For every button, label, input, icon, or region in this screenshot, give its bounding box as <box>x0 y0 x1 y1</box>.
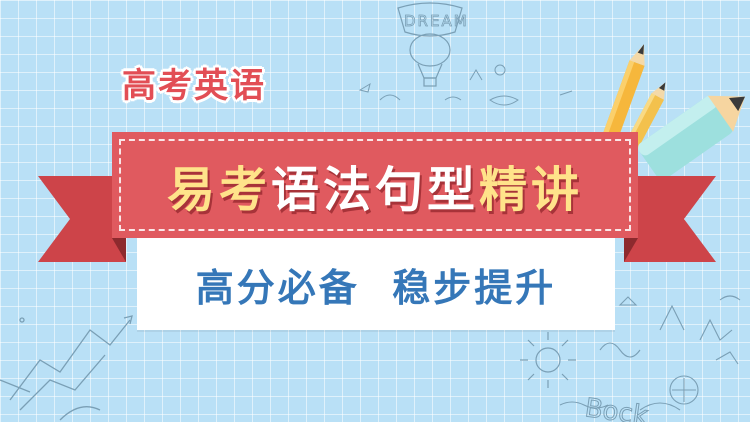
right-doodles <box>559 295 741 411</box>
main-title: 易考 语法句型 精讲 <box>112 132 638 238</box>
arrow-doodles <box>358 64 573 106</box>
sun-icon <box>520 332 576 388</box>
subject-label: 高考英语 <box>122 66 266 106</box>
main-title-part-3: 精讲 <box>479 162 584 218</box>
ribbon-left-tail <box>38 176 126 262</box>
trend-chart-icon <box>0 315 133 421</box>
dream-doodle-text: DREAM <box>404 12 469 30</box>
main-title-part-2: 语法句型 <box>270 162 479 218</box>
rocket-icon <box>638 95 746 180</box>
tagline-band: 高分必备 稳步提升 <box>137 238 615 330</box>
ribbon-right-tail <box>624 176 716 262</box>
tagline-text: 高分必备 稳步提升 <box>195 265 557 310</box>
title-ribbon: 易考 语法句型 精讲 <box>112 132 638 238</box>
bock-doodle-text: Bock <box>583 393 650 422</box>
main-title-part-1: 易考 <box>166 162 271 218</box>
hot-air-balloon-icon <box>397 2 463 87</box>
